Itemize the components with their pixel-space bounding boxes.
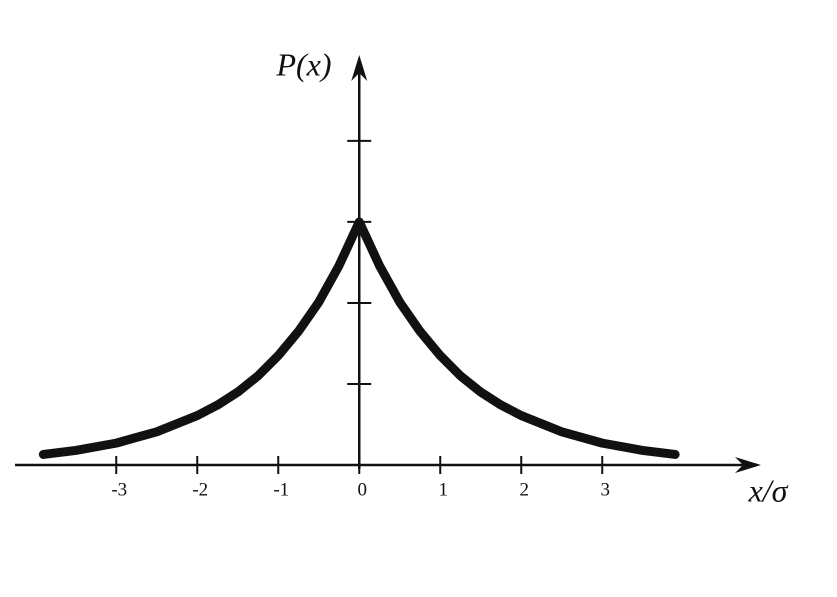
x-tick-label: -2 (192, 479, 208, 500)
x-tick-label: -3 (111, 479, 127, 500)
x-axis-label: x/σ (748, 472, 789, 508)
x-tick-label: -1 (273, 479, 289, 500)
x-axis-arrow (735, 457, 761, 473)
x-tick-label: 1 (438, 479, 448, 500)
y-axis-arrow (351, 55, 368, 81)
curve (38, 217, 680, 459)
x-tick-label: 2 (519, 479, 529, 500)
x-tick-label: 3 (600, 479, 610, 500)
x-tick-label: 0 (357, 479, 367, 500)
y-axis-label: P(x) (275, 46, 331, 82)
